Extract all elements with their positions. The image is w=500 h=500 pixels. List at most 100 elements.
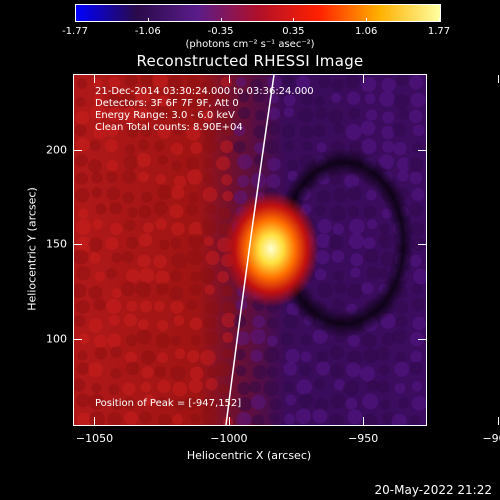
- texture-blob: [104, 139, 118, 153]
- texture-blob: [122, 191, 135, 204]
- texture-blob: [330, 393, 346, 409]
- texture-blob: [124, 411, 138, 425]
- colorbar-tick-label: -0.35: [207, 26, 234, 37]
- texture-blob: [381, 77, 396, 93]
- texture-blob: [142, 222, 154, 234]
- texture-blob: [267, 157, 281, 172]
- texture-blob: [398, 109, 410, 120]
- y-tick-mark: [418, 244, 426, 246]
- texture-blob: [295, 408, 311, 424]
- texture-blob: [218, 384, 230, 395]
- texture-blob: [77, 350, 88, 361]
- texture-blob: [155, 270, 170, 285]
- texture-blob: [172, 414, 183, 425]
- texture-blob: [345, 124, 362, 140]
- texture-blob: [170, 109, 183, 122]
- texture-blob: [189, 283, 202, 296]
- texture-blob: [92, 219, 103, 230]
- texture-blob: [190, 335, 202, 346]
- texture-blob: [201, 79, 215, 93]
- texture-blob: [189, 366, 204, 381]
- colorbar-tick-mark: [293, 18, 295, 22]
- texture-blob: [108, 314, 120, 326]
- texture-blob: [347, 350, 363, 366]
- texture-blob: [171, 160, 182, 172]
- texture-blob: [313, 378, 325, 390]
- texture-blob: [95, 203, 107, 215]
- texture-blob: [139, 267, 155, 284]
- x-tick-mark: [363, 417, 365, 425]
- texture-blob: [252, 315, 266, 328]
- texture-blob: [141, 350, 156, 365]
- texture-blob: [300, 334, 312, 346]
- texture-blob: [249, 381, 261, 393]
- texture-blob: [186, 299, 198, 311]
- texture-blob: [331, 78, 344, 92]
- texture-blob: [188, 233, 204, 250]
- texture-blob: [191, 109, 202, 121]
- texture-blob: [93, 334, 108, 348]
- texture-blob: [393, 142, 407, 156]
- texture-blob: [136, 329, 152, 345]
- texture-blob: [205, 300, 220, 316]
- texture-blob: [105, 236, 119, 251]
- texture-blob: [222, 348, 233, 359]
- texture-blob: [186, 76, 201, 91]
- texture-blob: [379, 91, 395, 107]
- texture-blob: [155, 333, 171, 349]
- texture-blob: [123, 397, 136, 410]
- texture-blob: [236, 411, 252, 425]
- texture-blob: [138, 171, 149, 183]
- texture-blob: [125, 334, 138, 347]
- colorbar-tick-mark: [75, 18, 76, 22]
- texture-blob: [203, 236, 214, 247]
- heatmap-image: [74, 75, 426, 425]
- colorbar: [75, 4, 441, 22]
- texture-blob: [88, 237, 103, 252]
- y-tick-label: 200: [46, 143, 67, 157]
- texture-blob: [361, 138, 377, 155]
- texture-blob: [88, 393, 105, 410]
- texture-blob: [298, 107, 314, 124]
- texture-blob: [205, 250, 220, 266]
- texture-blob: [106, 171, 118, 183]
- texture-blob: [316, 142, 327, 153]
- texture-blob: [155, 218, 167, 230]
- texture-blob: [253, 125, 267, 139]
- texture-blob: [392, 123, 406, 137]
- texture-blob: [159, 239, 170, 251]
- x-tick-mark: [94, 75, 96, 83]
- texture-blob: [106, 267, 118, 279]
- texture-blob: [201, 396, 217, 412]
- texture-blob: [170, 142, 184, 156]
- texture-blob: [381, 125, 395, 140]
- texture-blob: [221, 284, 234, 297]
- texture-blob: [300, 351, 312, 363]
- texture-blob: [157, 185, 173, 200]
- texture-blob: [410, 92, 426, 108]
- texture-blob: [397, 170, 409, 182]
- texture-blob: [281, 124, 296, 138]
- texture-blob: [124, 219, 136, 232]
- texture-blob: [109, 201, 123, 215]
- texture-blob: [140, 381, 152, 393]
- texture-blob: [267, 122, 281, 136]
- texture-blob: [94, 347, 108, 360]
- colorbar-tick-label: 1.77: [427, 26, 451, 37]
- texture-blob: [233, 140, 246, 154]
- texture-blob: [348, 107, 361, 120]
- texture-blob: [250, 394, 266, 410]
- texture-blob: [268, 412, 280, 423]
- texture-blob: [141, 366, 154, 379]
- texture-blob: [250, 349, 263, 363]
- texture-blob: [74, 249, 89, 265]
- texture-blob: [409, 361, 423, 375]
- texture-blob: [76, 236, 92, 253]
- texture-blob: [345, 75, 360, 89]
- texture-blob: [364, 93, 376, 104]
- texture-blob: [267, 317, 279, 329]
- texture-blob: [221, 174, 233, 186]
- texture-blob: [170, 238, 182, 249]
- texture-blob: [218, 207, 231, 221]
- texture-blob: [140, 75, 154, 88]
